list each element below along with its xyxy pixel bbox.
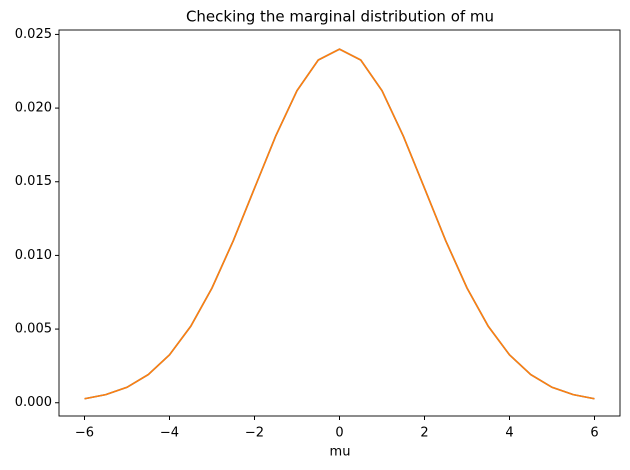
x-tick-label: 0	[335, 426, 343, 441]
y-tick-label: 0.025	[15, 27, 52, 42]
line-series	[84, 48, 595, 400]
x-axis-label: mu	[330, 445, 351, 460]
y-tick-label: 0.000	[15, 395, 52, 410]
x-tick-label: 4	[505, 426, 513, 441]
axes-frame	[58, 29, 621, 417]
y-tick-label: 0.015	[15, 174, 52, 189]
y-tick-label: 0.010	[15, 248, 52, 263]
y-tick-label: 0.020	[15, 101, 52, 116]
x-tick-label: −4	[160, 426, 179, 441]
line-series	[84, 48, 595, 400]
chart-title: Checking the marginal distribution of mu	[186, 8, 494, 26]
x-tick-label: 2	[420, 426, 428, 441]
x-tick-label: −2	[245, 426, 264, 441]
y-tick-label: 0.005	[15, 322, 52, 337]
x-tick-label: −6	[75, 426, 94, 441]
x-tick-label: 6	[590, 426, 598, 441]
